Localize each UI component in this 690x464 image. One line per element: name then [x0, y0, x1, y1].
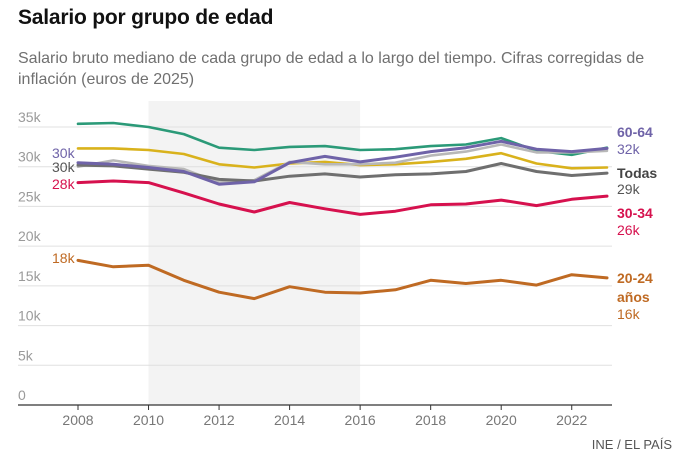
- series-line-30-34: [76, 179, 609, 216]
- end-name-60-64: 60-64: [617, 124, 653, 140]
- y-tick-20k: 20k: [18, 228, 42, 244]
- chart-subtitle: Salario bruto mediano de cada grupo de e…: [18, 50, 645, 88]
- end-name-anos: años: [617, 289, 650, 305]
- y-tick-15k: 15k: [18, 268, 42, 284]
- y-axis: 0 5k 10k 15k 20k 25k 30k 35k: [18, 109, 42, 403]
- series-lines: [76, 121, 609, 301]
- start-label-todas: 30k: [52, 159, 76, 175]
- x-tick-2010: 2010: [133, 412, 164, 428]
- y-tick-35k: 35k: [18, 109, 42, 125]
- end-labels: 60-64 32k Todas 29k 30-34 26k 20-24 años…: [617, 124, 657, 322]
- y-tick-10k: 10k: [18, 308, 42, 324]
- start-value-labels: 30k 30k 28k 18k: [52, 145, 76, 266]
- start-label-60-64: 30k: [52, 145, 76, 161]
- shaded-period: [148, 101, 361, 405]
- x-tick-2008: 2008: [62, 412, 93, 428]
- end-name-30-34: 30-34: [617, 205, 653, 221]
- x-tick-2016: 2016: [345, 412, 376, 428]
- x-tick-2012: 2012: [203, 412, 234, 428]
- y-tick-5k: 5k: [18, 347, 34, 363]
- source-credit: INE / EL PAÍS: [591, 437, 672, 452]
- x-tick-2020: 2020: [486, 412, 517, 428]
- y-tick-0: 0: [18, 387, 26, 403]
- end-value-60-64: 32k: [617, 141, 641, 157]
- chart-title: Salario por grupo de edad: [18, 6, 274, 29]
- end-name-20-24: 20-24: [617, 270, 653, 286]
- y-tick-25k: 25k: [18, 188, 42, 204]
- start-label-20-24: 18k: [52, 250, 76, 266]
- end-value-30-34: 26k: [617, 222, 641, 238]
- x-axis: 2008 2010 2012 2014 2016 2018 2020 2022: [62, 405, 588, 428]
- series-line-40-44: [76, 143, 609, 184]
- y-tick-30k: 30k: [18, 149, 42, 165]
- x-tick-2018: 2018: [415, 412, 446, 428]
- start-label-30-34: 28k: [52, 176, 76, 192]
- x-tick-2014: 2014: [274, 412, 305, 428]
- end-name-todas: Todas: [617, 165, 657, 181]
- end-value-todas: 29k: [617, 181, 641, 197]
- x-tick-2022: 2022: [556, 412, 587, 428]
- series-line-20-24-años: [76, 258, 609, 301]
- end-value-20-24: 16k: [617, 306, 641, 322]
- series-line-60-64: [76, 139, 609, 186]
